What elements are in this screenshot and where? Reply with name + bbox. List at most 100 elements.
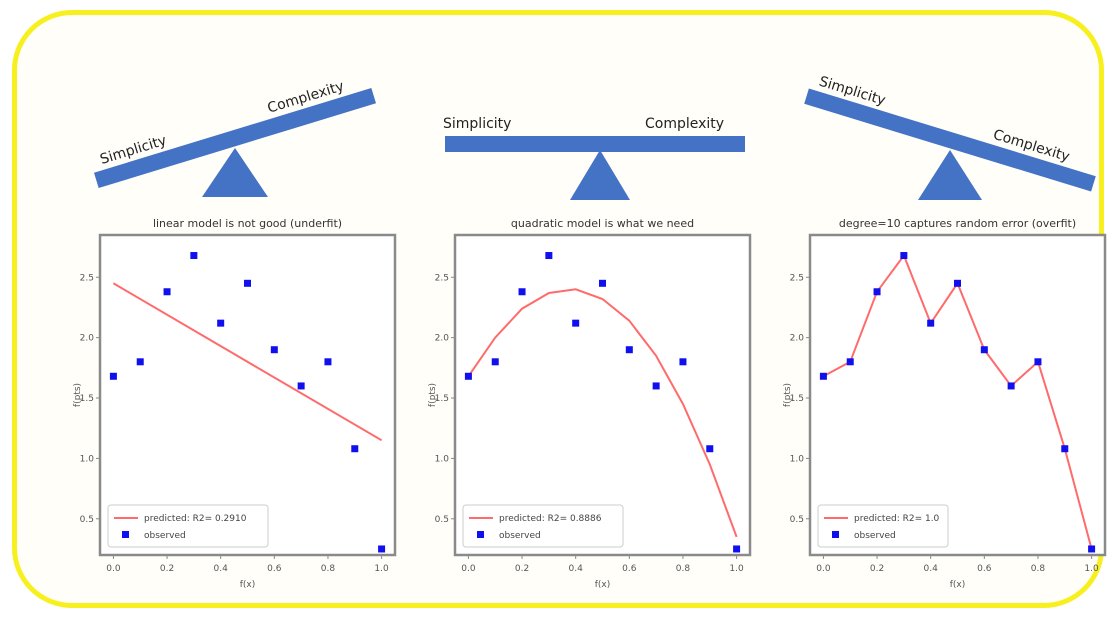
x-tick-label: 0.6 — [622, 564, 637, 574]
observed-point — [297, 382, 305, 390]
x-tick-label: 0.6 — [267, 564, 282, 574]
predicted-line — [467, 288, 738, 538]
balance-beam — [445, 136, 745, 152]
observed-point — [190, 252, 198, 260]
y-axis-label: f(pts) — [73, 383, 83, 407]
y-tick-label: 1.0 — [80, 454, 95, 464]
observed-point — [1007, 382, 1015, 390]
x-tick-label: 0.2 — [870, 564, 884, 574]
observed-point — [351, 445, 359, 453]
y-tick-label: 0.5 — [790, 515, 804, 525]
observed-point — [927, 319, 935, 327]
legend-predicted-label: predicted: R2= 0.8886 — [499, 514, 602, 524]
x-tick-label: 0.4 — [214, 564, 229, 574]
y-axis-label: f(pts) — [783, 383, 793, 407]
x-axis-label: f(x) — [240, 580, 256, 590]
balance-overfit: Simplicity Complexity — [804, 74, 1096, 200]
observed-point — [980, 346, 988, 354]
y-tick-label: 2.5 — [790, 273, 804, 283]
x-tick-label: 0.8 — [1031, 564, 1046, 574]
y-tick-label: 2.0 — [80, 334, 95, 344]
x-tick-label: 0.2 — [160, 564, 174, 574]
complexity-label: Complexity — [645, 116, 724, 132]
observed-point — [1061, 445, 1069, 453]
observed-point — [900, 252, 908, 260]
observed-point — [491, 358, 499, 366]
y-tick-label: 1.0 — [435, 454, 450, 464]
y-tick-label: 1.0 — [790, 454, 805, 464]
y-tick-label: 0.5 — [80, 515, 94, 525]
legend-box — [817, 504, 949, 548]
x-tick-label: 0.4 — [569, 564, 584, 574]
observed-point — [572, 319, 580, 327]
observed-point — [1034, 358, 1042, 366]
observed-point — [954, 279, 961, 287]
x-tick-label: 1.0 — [374, 564, 389, 574]
plot-area — [98, 233, 397, 557]
observed-point — [706, 445, 714, 453]
chart-goodfit: quadratic model is what we need 0.0 0.2 0.4… — [428, 217, 752, 590]
legend-observed-label: observed — [854, 531, 896, 541]
y-tick-label: 1.5 — [790, 394, 804, 404]
fulcrum-triangle — [918, 150, 982, 200]
plot-area — [453, 233, 752, 557]
x-tick-label: 0.4 — [924, 564, 939, 574]
legend-point-swatch — [477, 531, 484, 538]
observed-point — [217, 319, 225, 327]
observed-point — [679, 358, 687, 366]
chart-title: degree=10 captures random error (overfit… — [839, 217, 1076, 230]
balance-goodfit: Simplicity Complexity — [443, 116, 745, 200]
chart-overfit: degree=10 captures random error (overfit… — [783, 217, 1107, 590]
y-tick-label: 2.0 — [790, 334, 805, 344]
legend-observed-label: observed — [144, 531, 186, 541]
legend-box — [462, 504, 624, 548]
x-tick-label: 0.8 — [321, 564, 336, 574]
x-axis-label: f(x) — [950, 580, 966, 590]
observed-point — [464, 372, 472, 380]
observed-point — [109, 372, 117, 380]
fulcrum-triangle — [202, 148, 268, 197]
legend-predicted-label: predicted: R2= 0.2910 — [144, 514, 247, 524]
observed-point — [733, 545, 741, 553]
x-tick-label: 1.0 — [1084, 564, 1099, 574]
chart-title: linear model is not good (underfit) — [153, 217, 342, 230]
y-tick-label: 1.5 — [435, 394, 449, 404]
y-axis-label: f(pts) — [428, 383, 438, 407]
x-tick-label: 1.0 — [729, 564, 744, 574]
legend-point-swatch — [832, 531, 839, 538]
observed-point — [136, 358, 144, 366]
observed-point — [1088, 545, 1096, 553]
observed-point — [270, 346, 278, 354]
observed-point — [846, 358, 854, 366]
legend-observed-label: observed — [499, 531, 541, 541]
x-tick-label: 0.8 — [676, 564, 691, 574]
observed-point — [545, 252, 553, 260]
balance-beam — [93, 87, 377, 189]
simplicity-label: Simplicity — [443, 116, 511, 132]
chart-title: quadratic model is what we need — [511, 217, 694, 230]
x-axis-label: f(x) — [595, 580, 611, 590]
x-tick-label: 0.0 — [816, 564, 831, 574]
legend-predicted-label: predicted: R2= 1.0 — [854, 514, 940, 524]
observed-point — [819, 372, 827, 380]
y-tick-label: 1.5 — [80, 394, 94, 404]
chart-underfit: linear model is not good (underfit) 0.0 0.… — [73, 217, 397, 590]
observed-point — [873, 288, 881, 296]
y-tick-label: 2.5 — [435, 273, 449, 283]
x-tick-label: 0.0 — [106, 564, 121, 574]
observed-point — [652, 382, 660, 390]
balance-underfit: Simplicity Complexity — [93, 78, 377, 197]
x-tick-label: 0.2 — [515, 564, 529, 574]
legend-box — [107, 504, 269, 548]
y-tick-label: 2.5 — [80, 273, 94, 283]
observed-point — [599, 279, 606, 287]
plot-area — [808, 233, 1107, 557]
observed-point — [244, 279, 251, 287]
observed-point — [518, 288, 526, 296]
observed-point — [324, 358, 332, 366]
legend-point-swatch — [122, 531, 129, 538]
predicted-line — [112, 282, 383, 442]
x-tick-label: 0.6 — [977, 564, 992, 574]
x-tick-label: 0.0 — [461, 564, 476, 574]
fulcrum-triangle — [570, 150, 630, 200]
